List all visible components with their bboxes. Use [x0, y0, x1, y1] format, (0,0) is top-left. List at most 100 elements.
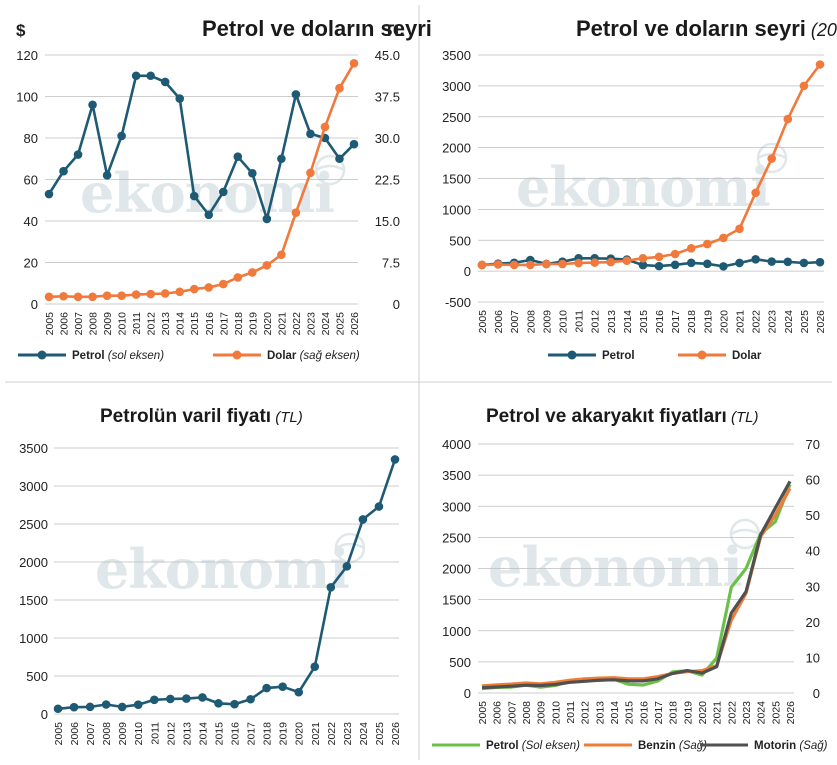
- x-tick-label: 2020: [697, 701, 709, 725]
- chart-title: Petrolün varil fiyatı (TL): [100, 406, 303, 427]
- x-tick-label: 2011: [574, 310, 586, 333]
- data-point-petrol: [85, 702, 95, 712]
- data-point-petrol: [182, 694, 191, 703]
- data-point-dolar: [102, 291, 112, 301]
- data-point-petrol: [230, 699, 239, 709]
- data-point-petrol: [88, 100, 97, 110]
- x-tick-label: 2024: [320, 312, 332, 336]
- y-tick-label-left: 1000: [442, 624, 471, 639]
- data-point-petrol: [117, 702, 127, 712]
- data-point-petrol: [166, 694, 175, 704]
- x-tick-label: 2025: [374, 722, 386, 746]
- y-tick-label-left: 4000: [442, 437, 471, 452]
- y-tick-label-left: 3500: [442, 48, 471, 63]
- x-tick-label: 2009: [541, 310, 553, 334]
- data-point-petrol: [306, 129, 315, 139]
- data-point-petrol: [218, 187, 228, 197]
- y-tick-label-left: 3000: [442, 79, 471, 94]
- y-tick-label-right: 7.5: [382, 256, 400, 271]
- y-tick-label-left: 2500: [442, 530, 471, 545]
- chart-c3: ekonomi Petrolün varil fiyatı (TL) 0 500 100…: [19, 406, 402, 745]
- y-tick-label-left: 3000: [442, 499, 471, 514]
- x-tick-label: 2021: [276, 312, 288, 336]
- legend-marker-petrol: [567, 350, 577, 360]
- data-point-dolar: [783, 114, 793, 124]
- y-tick-label-left: 3500: [19, 441, 48, 456]
- y-tick-label-left: 120: [16, 48, 38, 63]
- x-tick-label: 2019: [247, 312, 259, 336]
- y-tick-label-right: 0: [813, 686, 820, 701]
- x-tick-label: 2005: [44, 312, 56, 336]
- data-point-petrol: [291, 90, 301, 99]
- data-point-dolar: [335, 83, 344, 93]
- y-tick-label-left: 2500: [442, 110, 471, 125]
- legend-note: (Sol eksen): [519, 740, 581, 752]
- data-point-petrol: [146, 71, 155, 81]
- series-line-petrol: [481, 257, 821, 268]
- x-tick-label: 2014: [175, 312, 187, 336]
- data-point-dolar: [88, 292, 97, 302]
- legend-note: (sağ eksen): [296, 350, 359, 362]
- data-point-petrol: [189, 191, 199, 201]
- x-tick-label: 2014: [609, 701, 621, 725]
- data-point-dolar: [493, 260, 503, 269]
- x-tick-label: 2019: [702, 310, 714, 334]
- data-point-petrol: [262, 214, 272, 224]
- y-tick-label-right: 37.5: [375, 90, 400, 105]
- data-point-petrol: [44, 189, 54, 199]
- x-tick-label: 2026: [349, 312, 361, 336]
- y-tick-label-left: 40: [24, 214, 38, 229]
- data-point-petrol: [69, 702, 79, 712]
- data-point-dolar: [654, 252, 664, 262]
- data-point-petrol: [703, 259, 712, 269]
- data-point-dolar: [248, 268, 257, 277]
- x-tick-label: 2017: [653, 701, 665, 725]
- x-tick-label: 2006: [493, 310, 505, 334]
- data-point-dolar: [218, 279, 228, 289]
- data-point-petrol: [102, 171, 112, 180]
- x-tick-label: 2010: [557, 310, 569, 334]
- y-tick-label-left: 2000: [19, 555, 48, 570]
- watermark-globe-arc: [730, 528, 760, 536]
- data-point-petrol: [783, 257, 793, 267]
- x-tick-label: 2005: [477, 701, 489, 725]
- x-tick-label: 2017: [670, 310, 682, 334]
- x-tick-label: 2017: [246, 722, 258, 746]
- data-point-dolar: [262, 260, 272, 270]
- y-tick-label-right: 10: [806, 650, 820, 665]
- data-point-petrol: [349, 139, 359, 149]
- watermark-globe-arc: [335, 542, 365, 550]
- x-tick-label: 2009: [117, 722, 129, 746]
- data-point-petrol: [248, 168, 257, 178]
- legend-note: (sol eksen): [105, 350, 165, 362]
- y-tick-label-right: 60: [806, 473, 820, 488]
- y-tick-label-right: 70: [806, 437, 820, 452]
- data-point-petrol: [374, 502, 384, 511]
- y-tick-label-left: 20: [24, 256, 38, 271]
- y-tick-label-left: 3500: [442, 468, 471, 483]
- x-tick-label: 2015: [189, 312, 201, 336]
- left-axis-unit: $: [16, 21, 26, 40]
- y-tick-label-left: 500: [449, 233, 471, 248]
- x-tick-label: 2025: [770, 701, 782, 725]
- x-tick-label: 2007: [85, 722, 97, 746]
- data-point-dolar: [349, 59, 359, 68]
- data-point-dolar: [320, 122, 330, 132]
- x-tick-label: 2007: [506, 701, 518, 725]
- data-point-dolar: [146, 289, 155, 299]
- watermark-text: ekonomi: [95, 537, 349, 601]
- watermark-globe-arc: [757, 152, 787, 160]
- data-point-petrol: [175, 94, 185, 103]
- data-point-petrol: [133, 700, 143, 710]
- y-tick-label-right: 45.0: [375, 48, 400, 63]
- x-tick-label: 2020: [718, 310, 730, 334]
- watermark-text: ekonomi: [516, 155, 770, 219]
- x-tick-label: 2025: [334, 312, 346, 336]
- y-tick-label-left: 1500: [442, 593, 471, 608]
- data-point-petrol: [149, 695, 159, 705]
- y-tick-label-left: 60: [24, 173, 38, 188]
- x-tick-label: 2010: [550, 701, 562, 725]
- legend-marker-dolar: [232, 350, 242, 360]
